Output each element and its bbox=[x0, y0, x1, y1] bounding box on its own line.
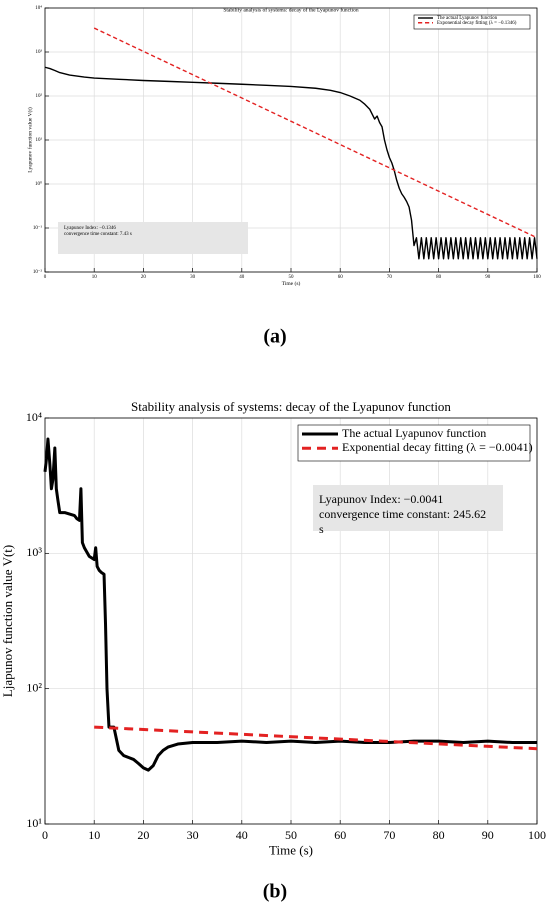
series-line bbox=[44, 66, 538, 260]
x-tick-label: 80 bbox=[436, 275, 442, 280]
legend-label: The actual Lyapunov function bbox=[437, 16, 498, 21]
x-tick-label: 40 bbox=[239, 275, 245, 280]
x-tick-label: 90 bbox=[485, 275, 491, 280]
y-tick-label: 10² bbox=[26, 680, 42, 694]
legend-box bbox=[413, 14, 531, 30]
y-tick-label: 10⁻¹ bbox=[33, 225, 43, 231]
x-tick-label: 10 bbox=[92, 275, 98, 280]
x-tick-label: 30 bbox=[190, 275, 196, 280]
x-tick-label: 90 bbox=[482, 828, 494, 842]
annotation-text: Lyapunov Index: −0.1346 bbox=[64, 226, 116, 231]
x-tick-label: 70 bbox=[387, 275, 393, 280]
annotation-box bbox=[58, 222, 248, 254]
legend-label: Exponential decay fitting (λ = −0.1346) bbox=[437, 21, 517, 26]
chart-title: Stability analysis of systems: decay of … bbox=[131, 399, 451, 414]
x-axis-label: Time (s) bbox=[269, 843, 313, 858]
axes-frame bbox=[44, 7, 538, 273]
legend-label: Exponential decay fitting (λ = −0.0041) bbox=[342, 440, 533, 454]
annotation-text: Lyapunov Index: −0.0041 bbox=[319, 492, 443, 506]
chart-title: Stability analysis of systems: decay of … bbox=[223, 6, 359, 13]
y-tick-label: 10⁻² bbox=[33, 269, 43, 275]
series-line bbox=[93, 27, 538, 239]
axes-frame bbox=[44, 417, 538, 825]
y-tick-label: 10⁴ bbox=[26, 410, 42, 424]
x-tick-label: 40 bbox=[236, 828, 248, 842]
y-axis-label: Ljapunov function value V(t) bbox=[0, 545, 15, 697]
x-tick-label: 100 bbox=[528, 828, 546, 842]
x-tick-label: 30 bbox=[187, 828, 199, 842]
x-tick-label: 80 bbox=[433, 828, 445, 842]
panel-label: (a) bbox=[263, 326, 286, 348]
x-tick-label: 20 bbox=[141, 275, 147, 280]
annotation-text: s bbox=[319, 522, 324, 536]
y-tick-label: 10¹ bbox=[26, 816, 42, 830]
x-tick-label: 50 bbox=[285, 828, 297, 842]
x-tick-label: 60 bbox=[334, 828, 346, 842]
annotation-box bbox=[313, 485, 503, 531]
y-tick-label: 10¹ bbox=[36, 137, 43, 143]
x-axis-label: Time (s) bbox=[282, 280, 301, 287]
x-tick-label: 60 bbox=[338, 275, 344, 280]
x-tick-label: 70 bbox=[383, 828, 395, 842]
x-tick-label: 50 bbox=[289, 275, 295, 280]
x-tick-label: 0 bbox=[44, 275, 47, 280]
annotation-text: convergence time constant: 7.43 s bbox=[64, 232, 132, 237]
panel-label: (b) bbox=[263, 881, 287, 903]
legend-box bbox=[297, 424, 531, 462]
y-tick-label: 10³ bbox=[36, 49, 43, 55]
y-axis-label: Lyapunov function value V(t) bbox=[26, 107, 33, 173]
x-tick-label: 10 bbox=[88, 828, 100, 842]
legend-label: The actual Lyapunov function bbox=[342, 426, 486, 440]
annotation-text: convergence time constant: 245.62 bbox=[319, 507, 486, 521]
y-tick-label: 10⁰ bbox=[35, 181, 42, 187]
x-tick-label: 100 bbox=[533, 275, 541, 280]
y-tick-label: 10² bbox=[36, 93, 43, 99]
x-tick-label: 20 bbox=[137, 828, 149, 842]
y-tick-label: 10³ bbox=[26, 545, 42, 559]
y-tick-label: 10⁴ bbox=[35, 5, 42, 11]
x-tick-label: 0 bbox=[42, 828, 48, 842]
